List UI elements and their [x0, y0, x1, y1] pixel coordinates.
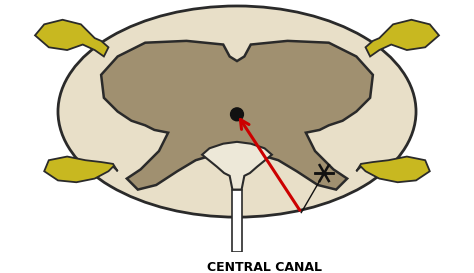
Polygon shape	[365, 20, 439, 57]
Text: CENTRAL CANAL: CENTRAL CANAL	[207, 261, 322, 273]
Polygon shape	[44, 156, 118, 182]
Polygon shape	[202, 142, 272, 189]
Polygon shape	[356, 156, 430, 182]
Circle shape	[230, 108, 244, 121]
Polygon shape	[232, 189, 242, 252]
Polygon shape	[35, 20, 109, 57]
Polygon shape	[101, 41, 373, 189]
Ellipse shape	[58, 6, 416, 217]
